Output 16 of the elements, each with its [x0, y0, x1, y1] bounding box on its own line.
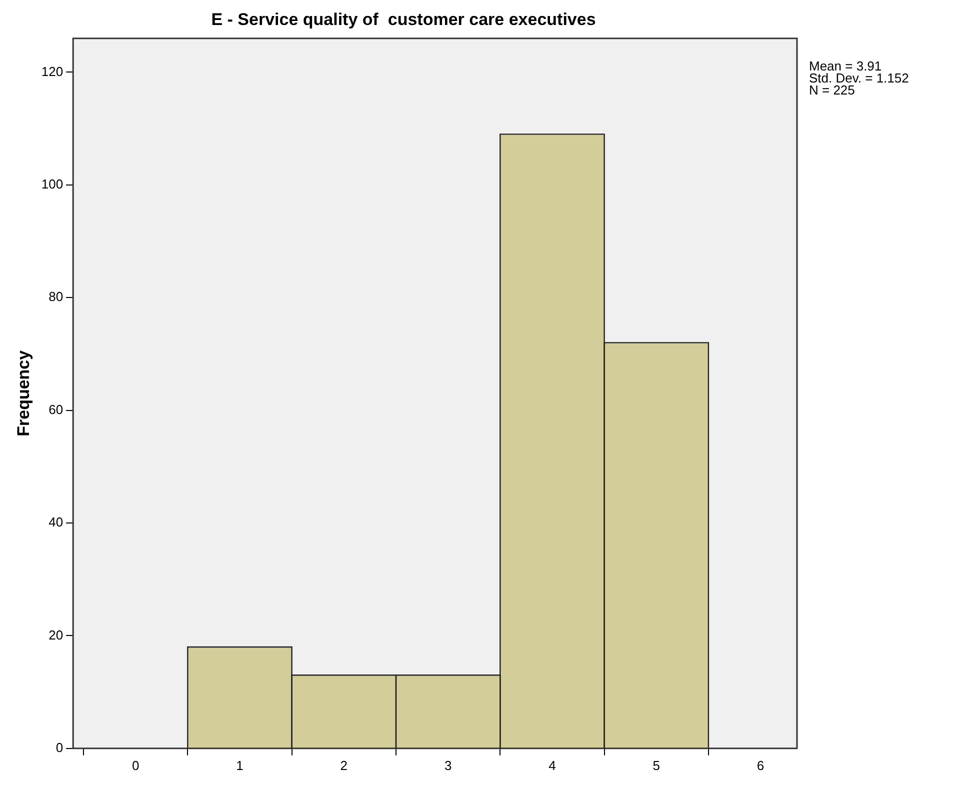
- x-tick-label: 1: [236, 758, 244, 773]
- x-tick-label: 6: [756, 758, 764, 773]
- y-axis-title: Frequency: [14, 350, 33, 436]
- y-tick-label: 60: [48, 402, 64, 417]
- x-tick-label: 3: [444, 758, 452, 773]
- y-tick-label: 40: [48, 514, 64, 530]
- chart-title: E - Service quality of customer care executives: [211, 10, 596, 29]
- y-tick-label: 120: [41, 64, 64, 79]
- y-tick-label: 80: [48, 289, 64, 304]
- y-tick-label: 20: [48, 627, 64, 642]
- y-tick-label: 100: [41, 176, 64, 192]
- x-tick-label: 2: [340, 758, 348, 773]
- x-tick-label: 4: [548, 758, 556, 773]
- x-tick-label: 0: [132, 758, 140, 773]
- x-tick-label: 5: [652, 758, 660, 773]
- y-tick-label: 0: [56, 740, 64, 755]
